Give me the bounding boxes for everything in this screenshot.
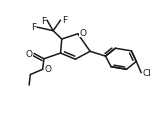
Text: F: F <box>41 16 46 25</box>
Text: O: O <box>79 29 86 38</box>
Text: F: F <box>62 16 67 25</box>
Text: O: O <box>44 65 51 74</box>
Text: O: O <box>26 50 33 59</box>
Text: Cl: Cl <box>142 69 151 78</box>
Text: F: F <box>31 23 36 32</box>
